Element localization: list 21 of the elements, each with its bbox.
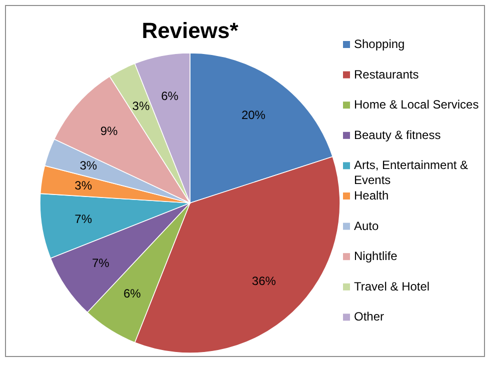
legend-label: Restaurants	[354, 67, 419, 82]
data-label: 20%	[241, 108, 266, 122]
legend-label: Travel & Hotel	[354, 280, 430, 294]
chart-title: Reviews*	[142, 18, 239, 43]
legend-label: Arts, Entertainment & Events	[354, 158, 468, 188]
legend-label: Home & Local Services	[354, 98, 479, 112]
data-label: 7%	[92, 256, 110, 270]
data-label: 9%	[100, 124, 118, 138]
data-label: 3%	[132, 98, 150, 113]
legend-label: Beauty & fitness	[354, 128, 441, 142]
legend-label: Other	[354, 310, 384, 324]
data-label: 36%	[252, 274, 276, 288]
legend-label: Nightlife	[354, 249, 398, 264]
data-label: 6%	[161, 89, 179, 104]
data-label: 3%	[80, 158, 98, 173]
legend-label: Health	[354, 188, 389, 203]
data-label: 3%	[74, 178, 92, 192]
data-label: 6%	[123, 286, 142, 300]
legend-label: Auto	[354, 218, 380, 233]
data-label: 7%	[74, 212, 92, 226]
legend-label: Shopping	[354, 37, 405, 52]
